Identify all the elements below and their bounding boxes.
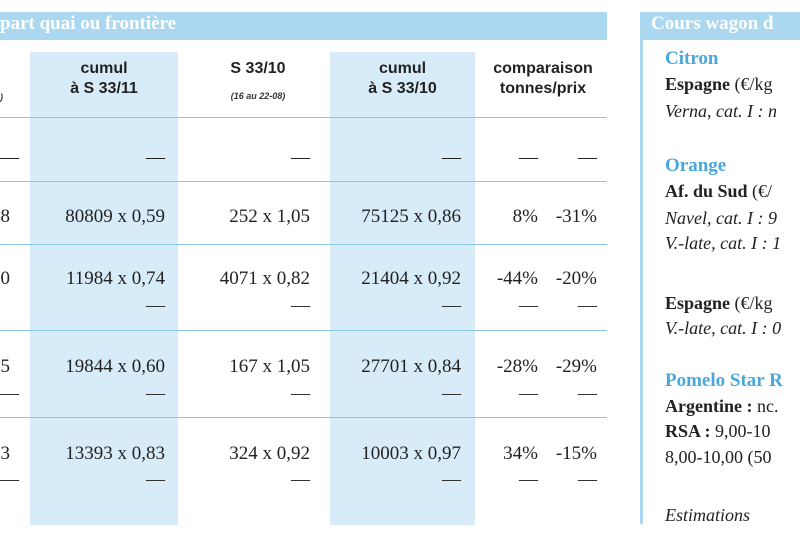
table-cell: -28%: [496, 356, 538, 377]
country-espagne: Espagne (€/kg: [665, 293, 773, 313]
country-af-du-sud: Af. du Sud (€/: [665, 181, 773, 201]
sidebar-header-bar: [640, 12, 800, 40]
table-cell: 13393 x 0,83: [65, 443, 165, 464]
table-cell-dash: —: [578, 383, 597, 404]
table-cell: —: [291, 147, 310, 168]
table-cell: —: [519, 147, 538, 168]
price-line: 8,00-10,00 (50: [665, 447, 772, 467]
table-cell: -44%: [496, 268, 538, 289]
table-cell: 27701 x 0,84: [361, 356, 461, 377]
table-cell: 8%: [512, 206, 538, 227]
table-cell-dash: —: [0, 469, 19, 490]
table-cell: 0: [0, 268, 11, 289]
table-cell: 19844 x 0,60: [65, 356, 165, 377]
table-cell-dash: —: [519, 469, 538, 490]
table-cell: —: [442, 147, 461, 168]
table-cell: 167 x 1,05: [229, 356, 310, 377]
table-title: part quai ou frontière: [0, 13, 177, 34]
shaded-column-cumul-11: [30, 52, 178, 525]
section-pomelo: Pomelo Star R: [665, 370, 783, 391]
section-orange: Orange: [665, 155, 727, 176]
col0-sub: ): [0, 92, 3, 102]
table-cell-dash: —: [578, 469, 597, 490]
table-cell: 80809 x 0,59: [65, 206, 165, 227]
table-cell: 5: [0, 356, 11, 377]
table-cell-dash: —: [442, 383, 461, 404]
table-cell: 21404 x 0,92: [361, 268, 461, 289]
table-cell-dash: —: [291, 469, 310, 490]
table-cell: -20%: [555, 268, 597, 289]
table-cell-dash: —: [519, 383, 538, 404]
table-cell: —: [578, 147, 597, 168]
price-line: V.-late, cat. I : 0: [665, 318, 782, 338]
table-cell-dash: —: [578, 295, 597, 316]
table-cell: —: [0, 147, 19, 168]
table-cell: -31%: [555, 206, 597, 227]
table-cell: 10003 x 0,97: [361, 443, 461, 464]
sidebar-title: Cours wagon d: [651, 13, 774, 34]
shaded-column-cumul-10: [330, 52, 475, 525]
table-cell: 3: [0, 443, 11, 464]
col-header-comparaison: comparaison tonnes/prix: [493, 60, 593, 97]
footnote-estimations: Estimations: [665, 505, 751, 525]
row-separator: [0, 181, 607, 182]
col-header-cumul-10: cumul à S 33/10: [368, 60, 437, 97]
table-cell: -15%: [555, 443, 597, 464]
sidebar-border: [640, 40, 643, 524]
country-espagne: Espagne (€/kg: [665, 74, 773, 94]
table-cell: —: [146, 147, 165, 168]
row-separator: [0, 117, 607, 118]
country-argentine: Argentine : nc.: [665, 396, 779, 416]
table-cell: 11984 x 0,74: [65, 268, 165, 289]
price-line: V.-late, cat. I : 1: [665, 233, 782, 253]
table-cell: -29%: [555, 356, 597, 377]
row-separator: [0, 330, 607, 331]
price-line: Verna, cat. I : n: [665, 101, 777, 121]
table-cell-dash: —: [442, 469, 461, 490]
table-cell: 324 x 0,92: [229, 443, 310, 464]
country-rsa: RSA : 9,00-10: [665, 421, 771, 441]
table-cell-dash: —: [146, 383, 165, 404]
table-cell-dash: —: [519, 295, 538, 316]
table-cell-dash: —: [0, 383, 19, 404]
table-cell: 75125 x 0,86: [361, 206, 461, 227]
table-cell: 252 x 1,05: [229, 206, 310, 227]
section-citron: Citron: [665, 48, 719, 69]
col-header-cumul-11: cumul à S 33/11: [70, 60, 138, 97]
row-separator: [0, 244, 607, 245]
price-line: Navel, cat. I : 9: [665, 208, 777, 228]
table-cell-dash: —: [442, 295, 461, 316]
row-separator: [0, 417, 607, 418]
col-header-dates: (16 au 22-08): [230, 91, 286, 101]
table-cell: 34%: [503, 443, 538, 464]
table-cell-dash: —: [291, 383, 310, 404]
table-cell: 4071 x 0,82: [219, 268, 310, 289]
table-cell-dash: —: [291, 295, 310, 316]
table-cell-dash: —: [146, 295, 165, 316]
table-header-bar: [0, 12, 607, 40]
col-header-s33-10: S 33/10: [230, 60, 286, 77]
table-cell-dash: —: [146, 469, 165, 490]
table-cell: 8: [0, 206, 11, 227]
